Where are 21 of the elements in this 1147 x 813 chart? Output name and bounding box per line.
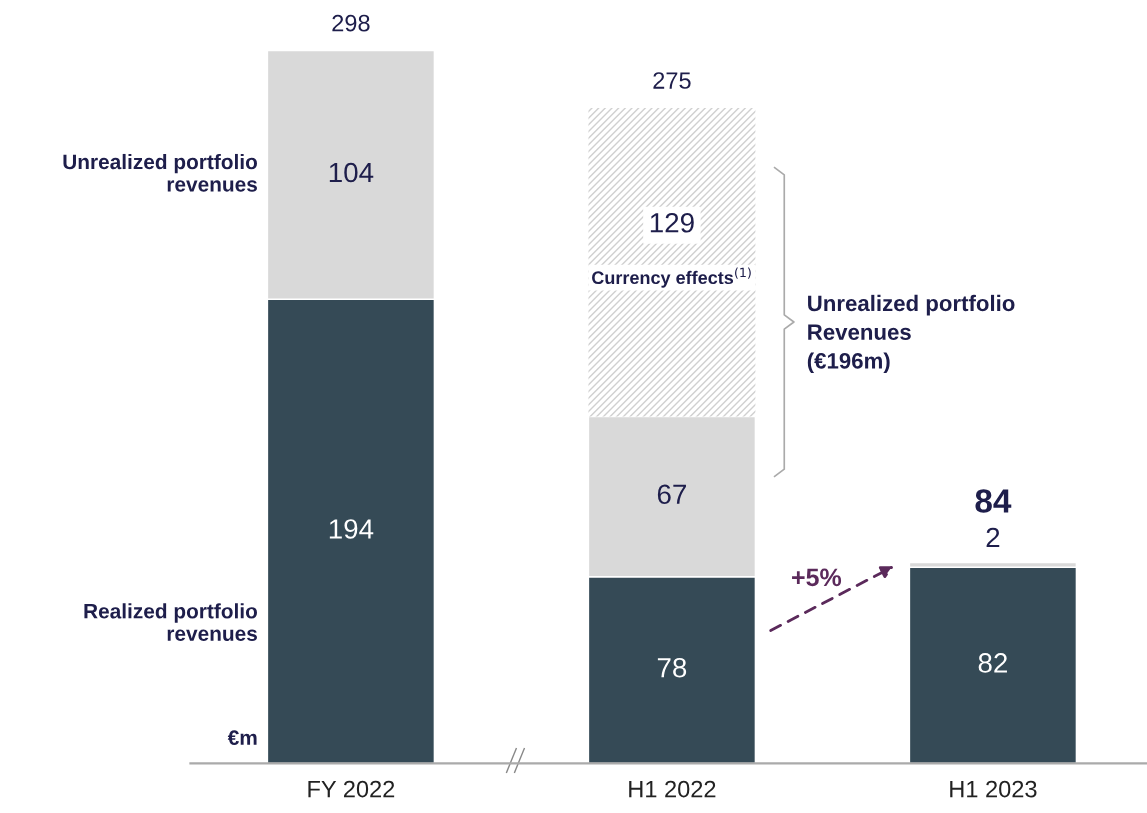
bar xyxy=(908,566,1078,764)
bar xyxy=(588,107,756,417)
data-label: 67 xyxy=(657,484,686,505)
total-label: 84 xyxy=(975,489,1012,513)
data-label: 104 xyxy=(329,162,374,183)
annotation: Currency effects$^{(1)}$ xyxy=(592,267,751,288)
data-label: 78 xyxy=(657,657,687,678)
x-tick-label: H1 2023 xyxy=(950,780,1037,798)
data-label: 194 xyxy=(329,519,374,539)
series-label: Unrealized portfolio revenues xyxy=(63,153,258,192)
data-label: 129 xyxy=(650,212,694,233)
x-tick-label: FY 2022 xyxy=(308,780,395,798)
x-tick-label: H1 2022 xyxy=(629,780,716,798)
annotation: +5% xyxy=(792,568,842,587)
data-label: 2 xyxy=(986,527,1000,548)
annotation: €m xyxy=(227,730,257,746)
total-label: 275 xyxy=(653,72,691,89)
series-label: Realized portfolio revenues xyxy=(84,603,258,641)
total-label: 298 xyxy=(332,14,370,32)
data-label: 82 xyxy=(978,653,1007,673)
annotation: Unrealized portfolio Revenues (€196m) xyxy=(807,294,1015,374)
